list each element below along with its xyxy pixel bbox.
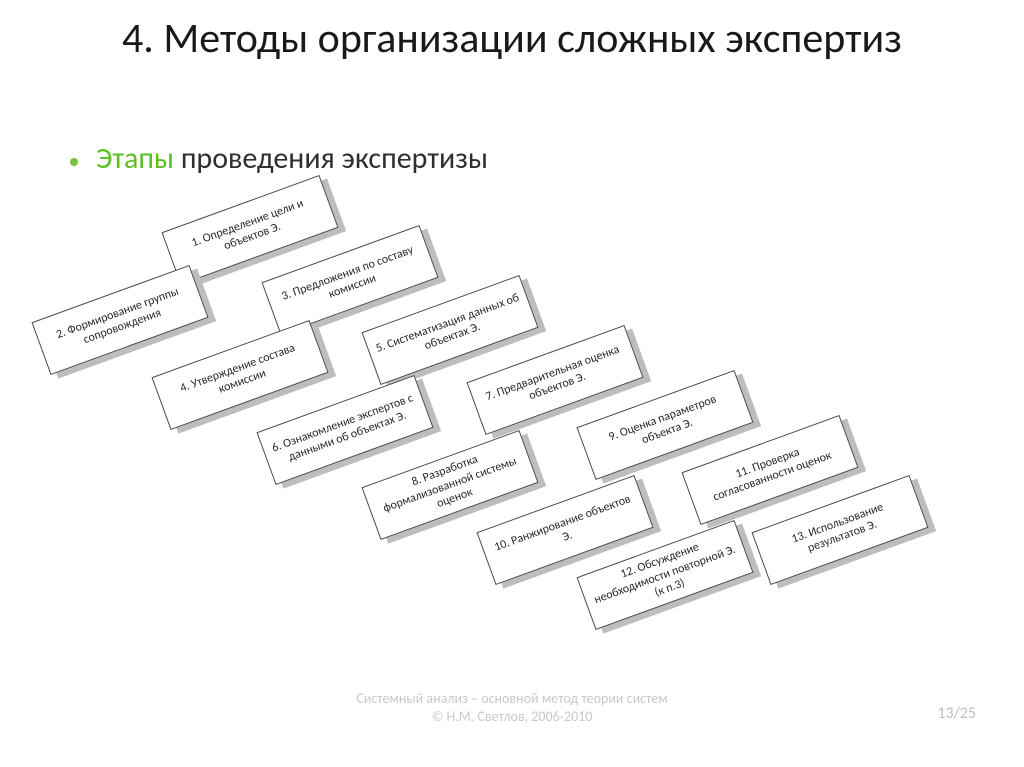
- slide: 4. Методы организации сложных экспертиз …: [0, 0, 1024, 767]
- footer-credit: Системный анализ – основной метод теории…: [0, 690, 1024, 725]
- bullet-row: Этапы проведения экспертизы: [70, 140, 488, 177]
- footer-credit-line1: Системный анализ – основной метод теории…: [0, 690, 1024, 708]
- slide-title: 4. Методы организации сложных экспертиз: [0, 16, 1024, 62]
- bullet-icon: [70, 158, 78, 166]
- page-current: 13: [937, 704, 953, 723]
- bullet-text: Этапы проведения экспертизы: [96, 140, 488, 177]
- stage-card-2: 2. Формирование группы сопровождения: [31, 265, 208, 375]
- footer-credit-line2: © Н.М. Светлов, 2006-2010: [0, 708, 1024, 726]
- diagram-stage: 1. Определение цели и объектов Э.2. Форм…: [0, 200, 1024, 660]
- bullet-highlight: Этапы: [96, 140, 174, 177]
- footer-page: 13/25: [937, 704, 976, 723]
- stage-card-4: 4. Утверждение состава комиссии: [151, 320, 328, 430]
- page-total: 25: [960, 704, 976, 723]
- bullet-rest: проведения экспертизы: [174, 140, 488, 177]
- stage-card-6: 6. Ознакомление экспертов с данными об о…: [256, 375, 433, 485]
